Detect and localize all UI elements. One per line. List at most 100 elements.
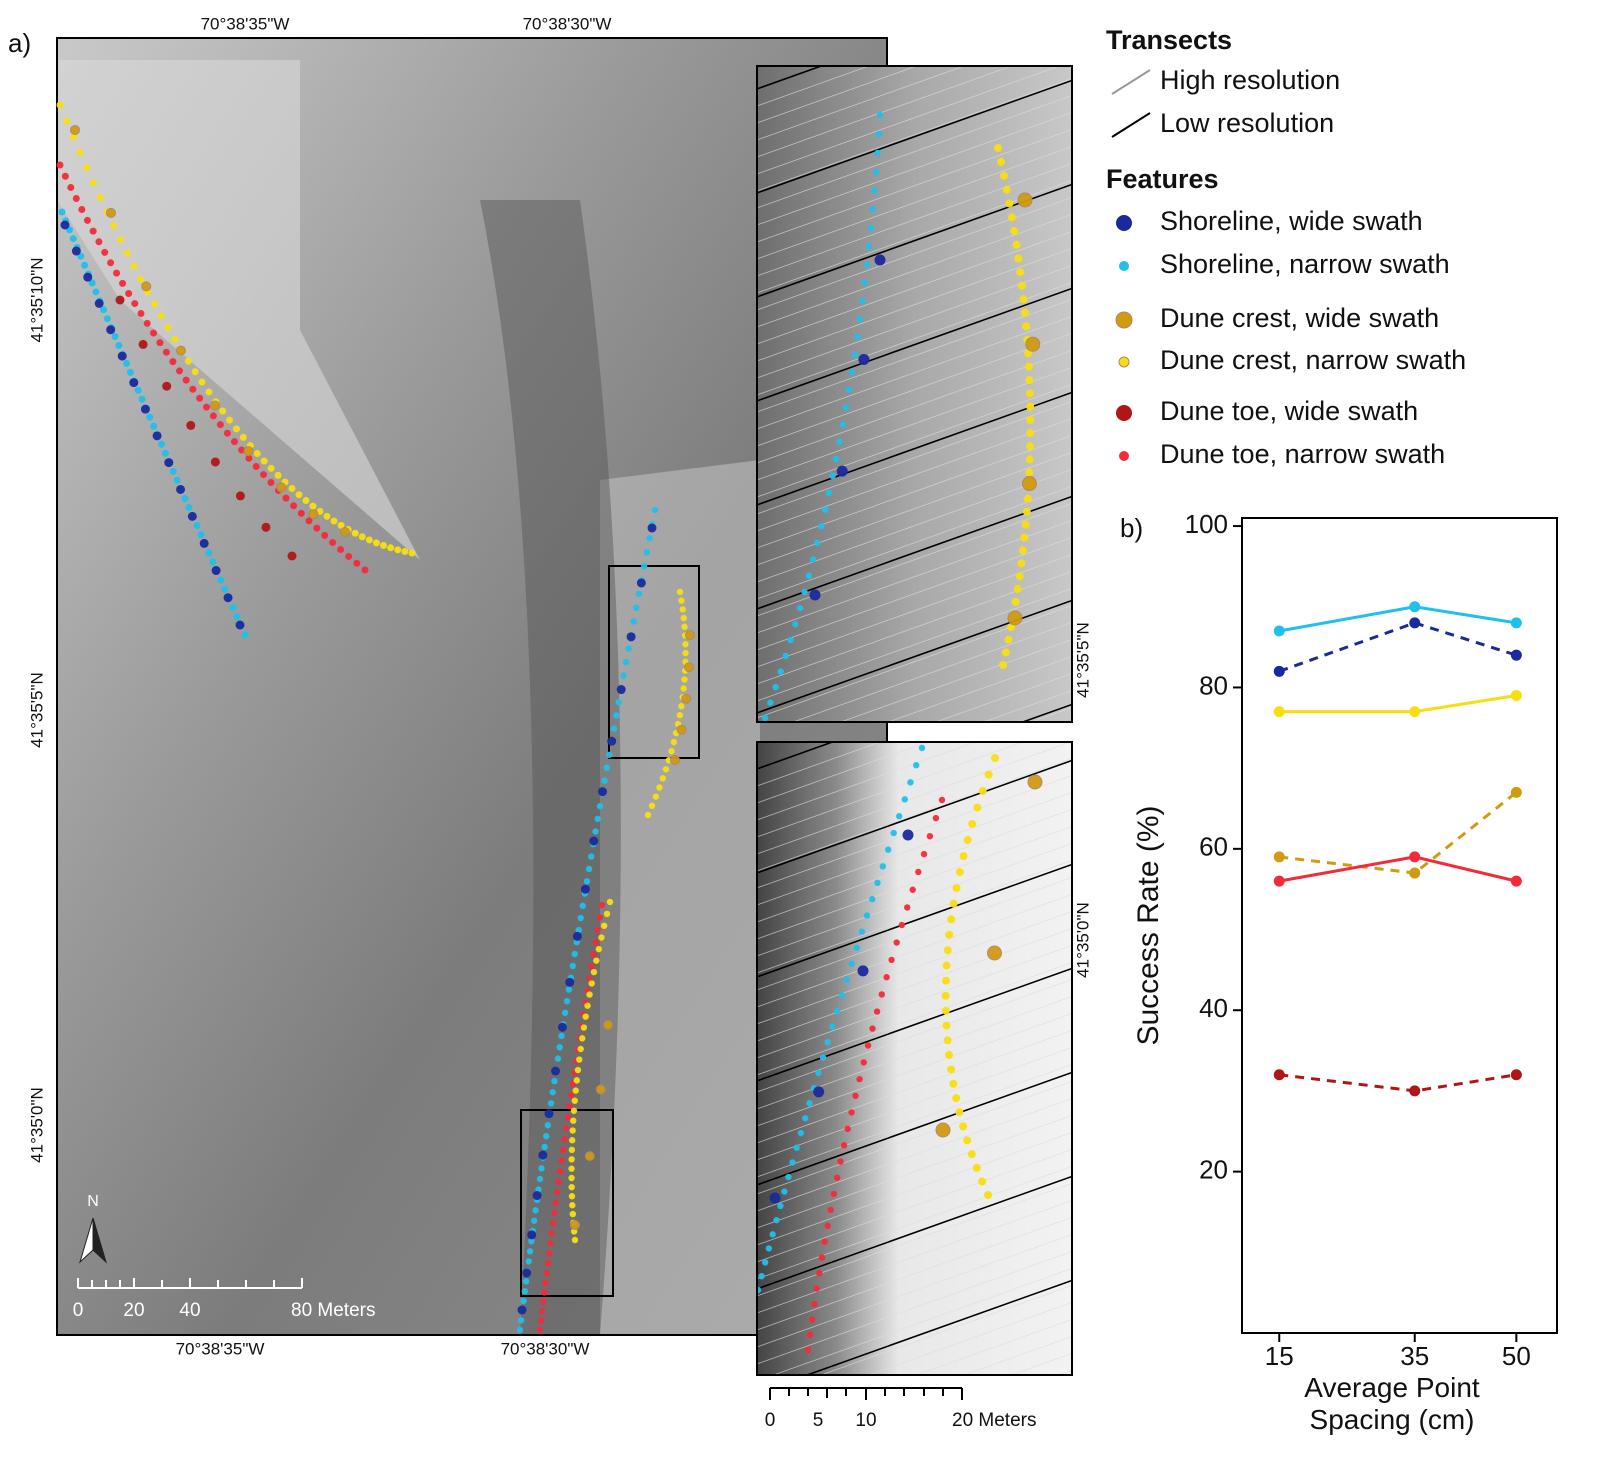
feature-point: [353, 559, 361, 567]
feature-point: [150, 422, 158, 430]
feature-point: [938, 796, 946, 804]
feature-point: [949, 899, 958, 908]
feature-point: [836, 438, 843, 446]
feature-point: [58, 208, 66, 216]
feature-point: [184, 357, 192, 365]
feature-point: [569, 1137, 576, 1144]
feature-point: [670, 755, 680, 765]
feature-point: [1005, 199, 1014, 208]
series-line: [1279, 1073, 1517, 1093]
feature-point: [568, 1193, 576, 1200]
feature-point: [676, 724, 687, 735]
feature-point: [824, 1222, 831, 1230]
transect: [757, 1149, 1072, 1263]
feature-point: [596, 802, 604, 810]
feature-point: [229, 604, 237, 612]
feature-point: [859, 297, 866, 305]
feature-point: [684, 662, 695, 673]
feature-point: [138, 339, 148, 349]
feature-point: [130, 262, 138, 270]
feature-point: [904, 904, 911, 911]
transect: [757, 979, 1072, 1093]
feature-point: [947, 915, 956, 924]
feature-point: [584, 1002, 591, 1009]
feature-point: [563, 997, 571, 1005]
feature-point: [329, 539, 337, 547]
inset-scale-bar: [769, 1387, 963, 1400]
feature-point: [682, 641, 689, 648]
feature-point: [89, 227, 97, 235]
feature-point: [1022, 322, 1031, 331]
feature-point: [670, 738, 678, 746]
data-point: [1510, 875, 1522, 887]
feature-point: [987, 945, 1002, 961]
transect: [757, 66, 966, 141]
legend-label: Dune toe, narrow swath: [1160, 439, 1445, 469]
feature-point: [818, 1254, 826, 1261]
map-dune: [600, 460, 760, 1335]
feature-point: [1000, 171, 1009, 180]
feature-point: [598, 901, 606, 909]
data-point: [1510, 1069, 1522, 1081]
feature-point: [517, 1305, 527, 1315]
feature-point: [115, 341, 123, 349]
feature-point: [856, 315, 864, 323]
feature-point: [538, 1150, 548, 1160]
feature-point: [575, 926, 582, 934]
feature-point: [137, 310, 145, 318]
feature-point: [943, 1036, 952, 1045]
feature-point: [56, 161, 64, 169]
feature-point: [76, 149, 84, 157]
feature-point: [115, 295, 125, 305]
feature-point: [640, 563, 648, 570]
transect: [757, 503, 1072, 617]
feature-point: [984, 1191, 992, 1199]
transect: [757, 863, 1072, 978]
feature-point: [676, 588, 684, 596]
transect: [757, 996, 1072, 1110]
feature-point: [999, 661, 1007, 669]
feature-point: [83, 216, 91, 224]
transect: [839, 639, 1072, 722]
map-channel: [480, 200, 621, 1335]
feature-point: [138, 395, 146, 403]
transect: [740, 1378, 1090, 1481]
feature-point: [1027, 774, 1043, 790]
feature-point: [601, 777, 608, 784]
feature-point: [622, 658, 630, 666]
transect: [934, 673, 1072, 722]
feature-point: [541, 1143, 548, 1151]
feature-point: [210, 400, 220, 411]
feature-point: [337, 546, 345, 554]
feature-point: [926, 832, 934, 840]
feature-point: [541, 1289, 548, 1296]
feature-point: [60, 220, 70, 230]
feature-point: [394, 546, 402, 554]
feature-point: [761, 714, 769, 722]
transect: [887, 656, 1072, 722]
feature-point: [978, 787, 987, 796]
feature-point: [572, 1087, 579, 1094]
feature-point: [69, 133, 77, 141]
feature-point: [878, 991, 885, 998]
latitude-label: 41°35'5"N: [1073, 622, 1092, 698]
feature-point: [833, 1174, 841, 1181]
legend-label: Dune crest, narrow swath: [1160, 345, 1466, 375]
feature-point: [209, 412, 217, 420]
feature-point: [1025, 375, 1034, 384]
scale-label: 0: [765, 1410, 776, 1431]
feature-point: [282, 494, 290, 502]
transect: [982, 690, 1072, 722]
feature-point: [652, 793, 660, 800]
feature-point: [1016, 268, 1025, 277]
transect: [757, 759, 1072, 874]
feature-point: [648, 802, 656, 810]
longitude-label: 70°38'35"W: [201, 14, 290, 33]
feature-point: [223, 593, 233, 603]
feature-point: [525, 1258, 532, 1265]
feature-point: [103, 315, 111, 323]
transect: [757, 1013, 1072, 1127]
feature-point: [196, 394, 204, 402]
feature-point: [1015, 572, 1024, 581]
feature-point: [1007, 610, 1023, 626]
